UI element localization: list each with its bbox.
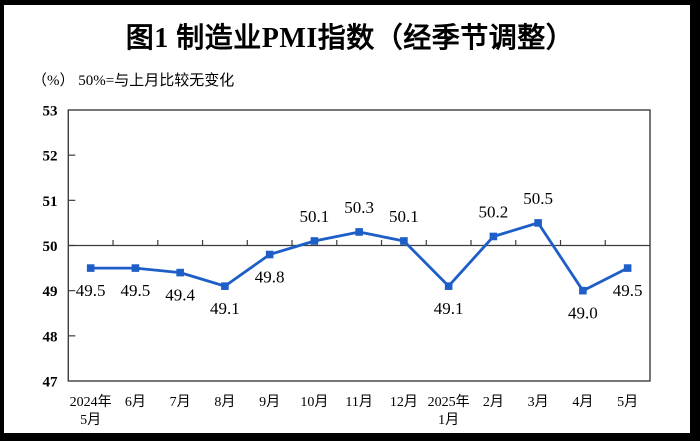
x-axis-tick-label: 3月 xyxy=(528,394,549,410)
data-point-marker xyxy=(534,219,542,227)
data-point-label: 49.1 xyxy=(210,299,240,318)
data-point-marker xyxy=(623,264,632,272)
data-point-marker xyxy=(579,286,587,295)
x-axis-tick-label: 10月 xyxy=(300,394,328,410)
data-point-marker xyxy=(176,268,184,277)
y-axis-tick-label: 47 xyxy=(43,375,59,391)
x-axis-tick-label: 11月 xyxy=(345,394,372,410)
x-axis-tick-label: 1月 xyxy=(438,412,459,428)
x-axis-tick-label: 5月 xyxy=(80,412,101,428)
y-axis-tick-label: 49 xyxy=(43,284,58,300)
data-point-marker xyxy=(131,264,140,272)
data-point-label: 49.5 xyxy=(121,281,151,300)
x-axis-tick-label: 6月 xyxy=(125,394,146,410)
y-axis-tick-label: 50 xyxy=(43,239,58,255)
data-point-label: 50.1 xyxy=(300,207,330,226)
data-point-marker xyxy=(265,250,274,259)
x-axis-tick-label: 8月 xyxy=(214,394,235,410)
y-axis-tick-label: 53 xyxy=(43,104,58,120)
data-point-label: 50.2 xyxy=(479,202,509,221)
data-point-marker xyxy=(400,237,408,245)
data-point-label: 49.5 xyxy=(76,281,106,300)
y-axis-tick-label: 51 xyxy=(43,194,58,210)
data-point-label: 49.8 xyxy=(255,268,285,287)
y-axis-tick-label: 48 xyxy=(43,329,58,345)
data-point-marker xyxy=(86,264,95,272)
chart-subtitle: （%） 50%=与上月比较无变化 xyxy=(32,73,235,89)
data-point-marker xyxy=(310,237,319,245)
data-point-label: 50.5 xyxy=(523,189,553,208)
x-axis-tick-label: 12月 xyxy=(390,394,418,410)
x-axis-tick-label: 2月 xyxy=(483,394,504,410)
x-axis-tick-label: 4月 xyxy=(572,394,593,410)
data-point-label: 50.1 xyxy=(389,207,419,226)
data-point-label: 49.1 xyxy=(434,299,464,318)
data-point-label: 50.3 xyxy=(344,198,374,217)
x-axis-tick-label: 9月 xyxy=(259,394,280,410)
chart-title: 图1 制造业PMI指数（经季节调整） xyxy=(125,23,575,54)
data-point-marker xyxy=(355,228,363,236)
x-axis-tick-label: 2024年 xyxy=(70,394,112,410)
data-point-label: 49.5 xyxy=(613,281,643,300)
data-point-marker xyxy=(489,232,498,241)
data-point-label: 49.0 xyxy=(568,304,598,323)
x-axis-tick-label: 2025年 xyxy=(428,394,470,410)
x-axis-tick-label: 7月 xyxy=(170,394,191,410)
data-point-label: 49.4 xyxy=(165,286,195,305)
x-axis-tick-label: 5月 xyxy=(617,394,638,410)
y-axis-tick-label: 52 xyxy=(43,149,58,165)
data-point-marker xyxy=(444,282,453,290)
data-point-marker xyxy=(221,282,229,290)
